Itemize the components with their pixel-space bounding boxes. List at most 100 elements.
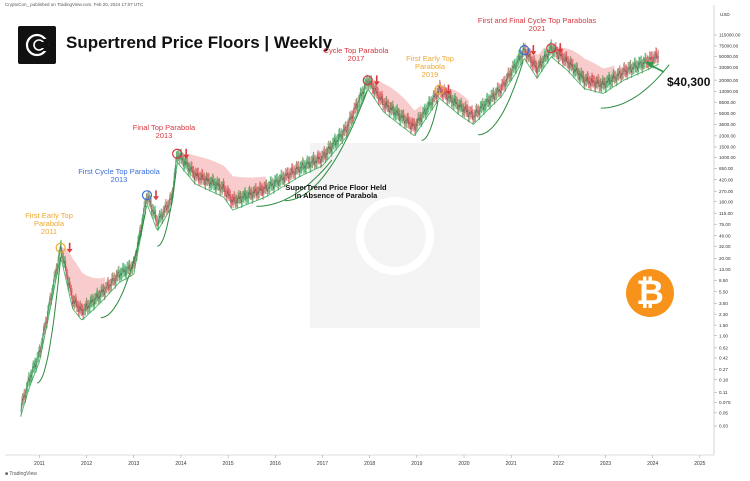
current-price-arrowhead — [645, 62, 654, 68]
parabola-arc — [600, 64, 670, 109]
floor-held-note: SuperTrend Price Floor Held in Absence o… — [285, 184, 386, 200]
y-tick-label: 0.62 — [719, 346, 728, 351]
x-tick-label: 2012 — [81, 461, 92, 467]
top-marker-layer — [55, 43, 564, 253]
y-tick-label: 50000.00 — [719, 54, 739, 59]
y-tick-label: 270.00 — [719, 189, 733, 194]
y-tick-label: 8.50 — [719, 278, 728, 283]
y-tick-label: 115.00 — [719, 211, 733, 216]
floor-held-arc — [256, 159, 333, 207]
y-tick-label: 0.05 — [719, 411, 728, 416]
y-tick-label: 115000.00 — [719, 33, 741, 38]
y-tick-label: 5.50 — [719, 289, 728, 294]
x-axis-ticks: 2011 2012 2013 2014 2015 2016 2017 2018 2019 2020… — [34, 455, 706, 467]
y-tick-label: 32.00 — [719, 244, 731, 249]
x-tick-label: 2015 — [223, 461, 234, 467]
x-tick-label: 2024 — [647, 461, 658, 467]
annotation-2013-first: First Cycle Top Parabola 2013 — [78, 168, 160, 184]
y-tick-label: 20.00 — [719, 256, 731, 261]
annotation-label: First Early Top Parabola — [25, 211, 73, 228]
annotation-year: 2021 — [528, 24, 546, 33]
y-tick-label: 33000.00 — [719, 65, 739, 70]
parabola-arc — [157, 170, 177, 247]
publish-meta: CryptoCon_ published on TradingView.com,… — [5, 2, 144, 7]
y-tick-label: 0.18 — [719, 377, 728, 382]
bitcoin-icon: ₿ — [626, 269, 674, 317]
sell-arrow-head — [557, 49, 564, 54]
annotation-label: Final Top Parabola — [132, 123, 196, 132]
x-tick-label: 2016 — [270, 461, 281, 467]
sell-arrow-head — [183, 154, 190, 159]
annotation-label: First and Final Cycle Top Parabolas — [477, 16, 597, 25]
x-tick-label: 2020 — [458, 461, 469, 467]
x-tick-label: 2018 — [364, 461, 375, 467]
y-tick-label: 5500.00 — [719, 111, 736, 116]
floor-note-line1: SuperTrend Price Floor Held — [285, 183, 387, 192]
annotation-2019: First Early Top Parabola 2019 — [406, 55, 454, 79]
top-marker-circle — [55, 242, 66, 253]
y-tick-label: 420.00 — [719, 177, 733, 182]
annotation-2011: First Early Top Parabola 2011 — [25, 212, 73, 236]
x-tick-label: 2017 — [317, 461, 328, 467]
annotation-label: First Early Top Parabola — [406, 54, 454, 71]
y-tick-label: 0.11 — [719, 390, 728, 395]
y-tick-label: 2.30 — [719, 312, 728, 317]
annotation-year: 2019 — [421, 70, 439, 79]
top-marker-circle — [546, 43, 557, 54]
sell-arrow-head — [445, 90, 452, 95]
x-tick-label: 2011 — [34, 461, 45, 467]
y-tick-label: 75000.00 — [719, 44, 739, 49]
watermark-logo — [356, 197, 434, 275]
top-marker-circle — [434, 84, 445, 95]
author-logo — [18, 26, 56, 64]
y-tick-label: 1.00 — [719, 333, 728, 338]
x-tick-label: 2023 — [600, 461, 611, 467]
annotation-year: 2017 — [347, 54, 365, 63]
supertrend-floor-line — [20, 55, 660, 417]
parabola-arc — [421, 100, 439, 141]
annotation-year: 2013 — [110, 175, 128, 184]
y-tick-label: 1500.00 — [719, 145, 736, 150]
y-tick-label: 0.27 — [719, 367, 728, 372]
y-tick-label: 3600.00 — [719, 122, 736, 127]
y-tick-label: 8500.00 — [719, 100, 736, 105]
annotation-2013-final: Final Top Parabola 2013 — [133, 124, 195, 140]
tradingview-icon: ■ — [5, 471, 10, 477]
y-tick-label: 180.00 — [719, 199, 733, 204]
sell-arrow-head — [152, 196, 159, 201]
floor-band-region — [177, 151, 266, 202]
x-tick-label: 2021 — [506, 461, 517, 467]
x-tick-label: 2019 — [411, 461, 422, 467]
y-tick-label: 650.00 — [719, 166, 733, 171]
parabola-arc — [36, 256, 62, 384]
current-price-arrow — [649, 64, 665, 73]
y-tick-label: 1000.00 — [719, 155, 736, 160]
parabola-arc — [100, 211, 147, 319]
y-tick-label: 1.50 — [719, 323, 728, 328]
top-marker-circle — [519, 45, 530, 56]
current-price-label: $40,300 — [667, 75, 711, 89]
top-marker-circle — [362, 75, 373, 86]
floor-note-line2: in Absence of Parabola — [294, 191, 378, 200]
top-marker-circle — [172, 148, 183, 159]
parabola-arc-layer — [36, 61, 670, 384]
annotation-label: Cycle Top Parabola — [323, 46, 389, 55]
x-tick-label: 2025 — [694, 461, 705, 467]
annotation-year: 2011 — [40, 227, 58, 236]
y-axis-ticks: 115000.00 75000.00 50000.00 33000.00 20000.0… — [714, 33, 741, 429]
y-tick-label: 0.42 — [719, 356, 728, 361]
x-tick-label: 2014 — [175, 461, 186, 467]
annotation-label: First Cycle Top Parabola — [78, 167, 160, 176]
chart-title: Supertrend Price Floors | Weekly — [66, 33, 333, 52]
cryptocon-logo-icon — [25, 33, 49, 57]
parabola-arc — [478, 61, 524, 136]
y-tick-label: 13.00 — [719, 267, 731, 272]
footer-brand: ■ TradingView — [5, 471, 37, 477]
x-tick-label: 2022 — [553, 461, 564, 467]
footer-brand-label: TradingView — [9, 471, 37, 477]
annotation-year: 2013 — [155, 131, 173, 140]
y-tick-label: 20000.00 — [719, 78, 739, 83]
sell-arrow-head — [373, 81, 380, 86]
sell-arrow-head — [530, 51, 537, 56]
